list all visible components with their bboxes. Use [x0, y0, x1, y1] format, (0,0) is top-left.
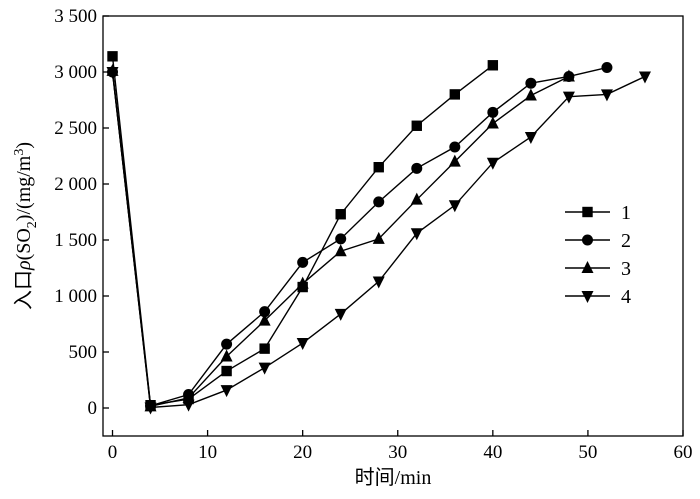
- x-tick-label: 0: [108, 442, 118, 463]
- y-axis: 0 500 1 000 1 500 2 000 2 500 3 000 3 500: [54, 6, 109, 419]
- data-point-series-3: [448, 154, 461, 167]
- y-tick-label: 500: [69, 342, 98, 363]
- plot-border: [102, 15, 684, 437]
- x-tick-label: 30: [388, 442, 407, 463]
- series-layer: [106, 51, 651, 415]
- data-point-series-3: [334, 244, 347, 257]
- series-2: [107, 62, 613, 412]
- series-1: [107, 51, 499, 411]
- data-point-series-3: [410, 192, 423, 205]
- legend: 1 2 3 4: [565, 202, 631, 308]
- legend-label-4: 4: [621, 286, 631, 308]
- data-point-series-2: [259, 306, 271, 318]
- x-tick-label: 20: [293, 442, 312, 463]
- y-tick-label: 1 000: [54, 286, 97, 307]
- data-point-series-4: [562, 91, 575, 104]
- y-tick-label: 0: [88, 398, 98, 419]
- data-point-series-1: [373, 162, 384, 173]
- data-point-series-2: [335, 233, 347, 245]
- legend-label-2: 2: [621, 230, 631, 252]
- data-point-series-4: [638, 71, 651, 84]
- data-point-series-2: [411, 162, 423, 174]
- x-axis-title: 时间/min: [355, 466, 432, 489]
- data-point-series-2: [601, 62, 613, 74]
- data-point-series-2: [221, 338, 233, 350]
- x-tick-label: 40: [483, 442, 502, 463]
- legend-label-3: 3: [621, 258, 631, 280]
- x-tick-label: 10: [198, 442, 217, 463]
- x-tick-label: 50: [578, 442, 597, 463]
- data-point-series-2: [487, 106, 499, 118]
- data-point-series-4: [372, 276, 385, 289]
- data-point-series-3: [562, 69, 575, 82]
- series-line-2: [111, 66, 608, 407]
- data-point-series-2: [297, 256, 309, 268]
- plot-area-frame: [102, 15, 684, 437]
- data-point-series-1: [221, 365, 232, 377]
- y-tick-label: 3 000: [54, 62, 97, 83]
- data-point-series-4: [410, 228, 423, 241]
- data-point-series-4: [106, 67, 119, 79]
- data-point-series-2: [373, 196, 385, 208]
- legend-marker-1: [582, 206, 593, 218]
- legend-label-1: 1: [621, 202, 631, 224]
- data-point-series-1: [449, 89, 461, 100]
- data-point-series-4: [524, 131, 537, 144]
- data-point-series-1: [487, 60, 499, 71]
- data-point-series-4: [182, 399, 195, 412]
- x-tick-label: 60: [674, 442, 693, 463]
- data-point-series-4: [220, 385, 233, 398]
- series-4: [106, 67, 651, 415]
- y-tick-label: 1 500: [54, 230, 97, 251]
- data-point-series-3: [220, 349, 233, 362]
- data-point-series-2: [525, 77, 537, 89]
- data-point-series-1: [259, 343, 270, 354]
- data-point-series-4: [448, 200, 461, 213]
- legend-marker-2: [582, 234, 593, 246]
- data-point-series-2: [449, 141, 461, 153]
- legend-marker-4: [581, 291, 594, 303]
- y-tick-label: 3 500: [54, 6, 97, 27]
- legend-marker-3: [581, 261, 594, 273]
- data-point-series-3: [258, 313, 271, 326]
- y-tick-label: 2 500: [54, 118, 97, 139]
- y-tick-label: 2 000: [54, 174, 97, 195]
- x-axis: 0 10 20 30 40 50 60: [108, 430, 693, 463]
- data-point-series-4: [296, 338, 309, 351]
- y-axis-title: 入口ρ(SO2)/(mg/m3): [12, 142, 40, 310]
- data-point-series-4: [334, 308, 347, 321]
- data-point-series-4: [258, 362, 271, 375]
- data-point-series-1: [335, 209, 346, 220]
- data-point-series-3: [372, 231, 385, 244]
- data-point-series-3: [296, 276, 309, 289]
- data-point-series-4: [600, 89, 613, 102]
- data-point-series-1: [411, 120, 422, 131]
- data-point-series-3: [524, 88, 537, 101]
- data-point-series-4: [144, 402, 157, 415]
- data-point-series-3: [486, 116, 499, 129]
- series-line-1: [111, 56, 494, 407]
- data-point-series-4: [486, 157, 499, 170]
- data-point-series-1: [107, 51, 118, 62]
